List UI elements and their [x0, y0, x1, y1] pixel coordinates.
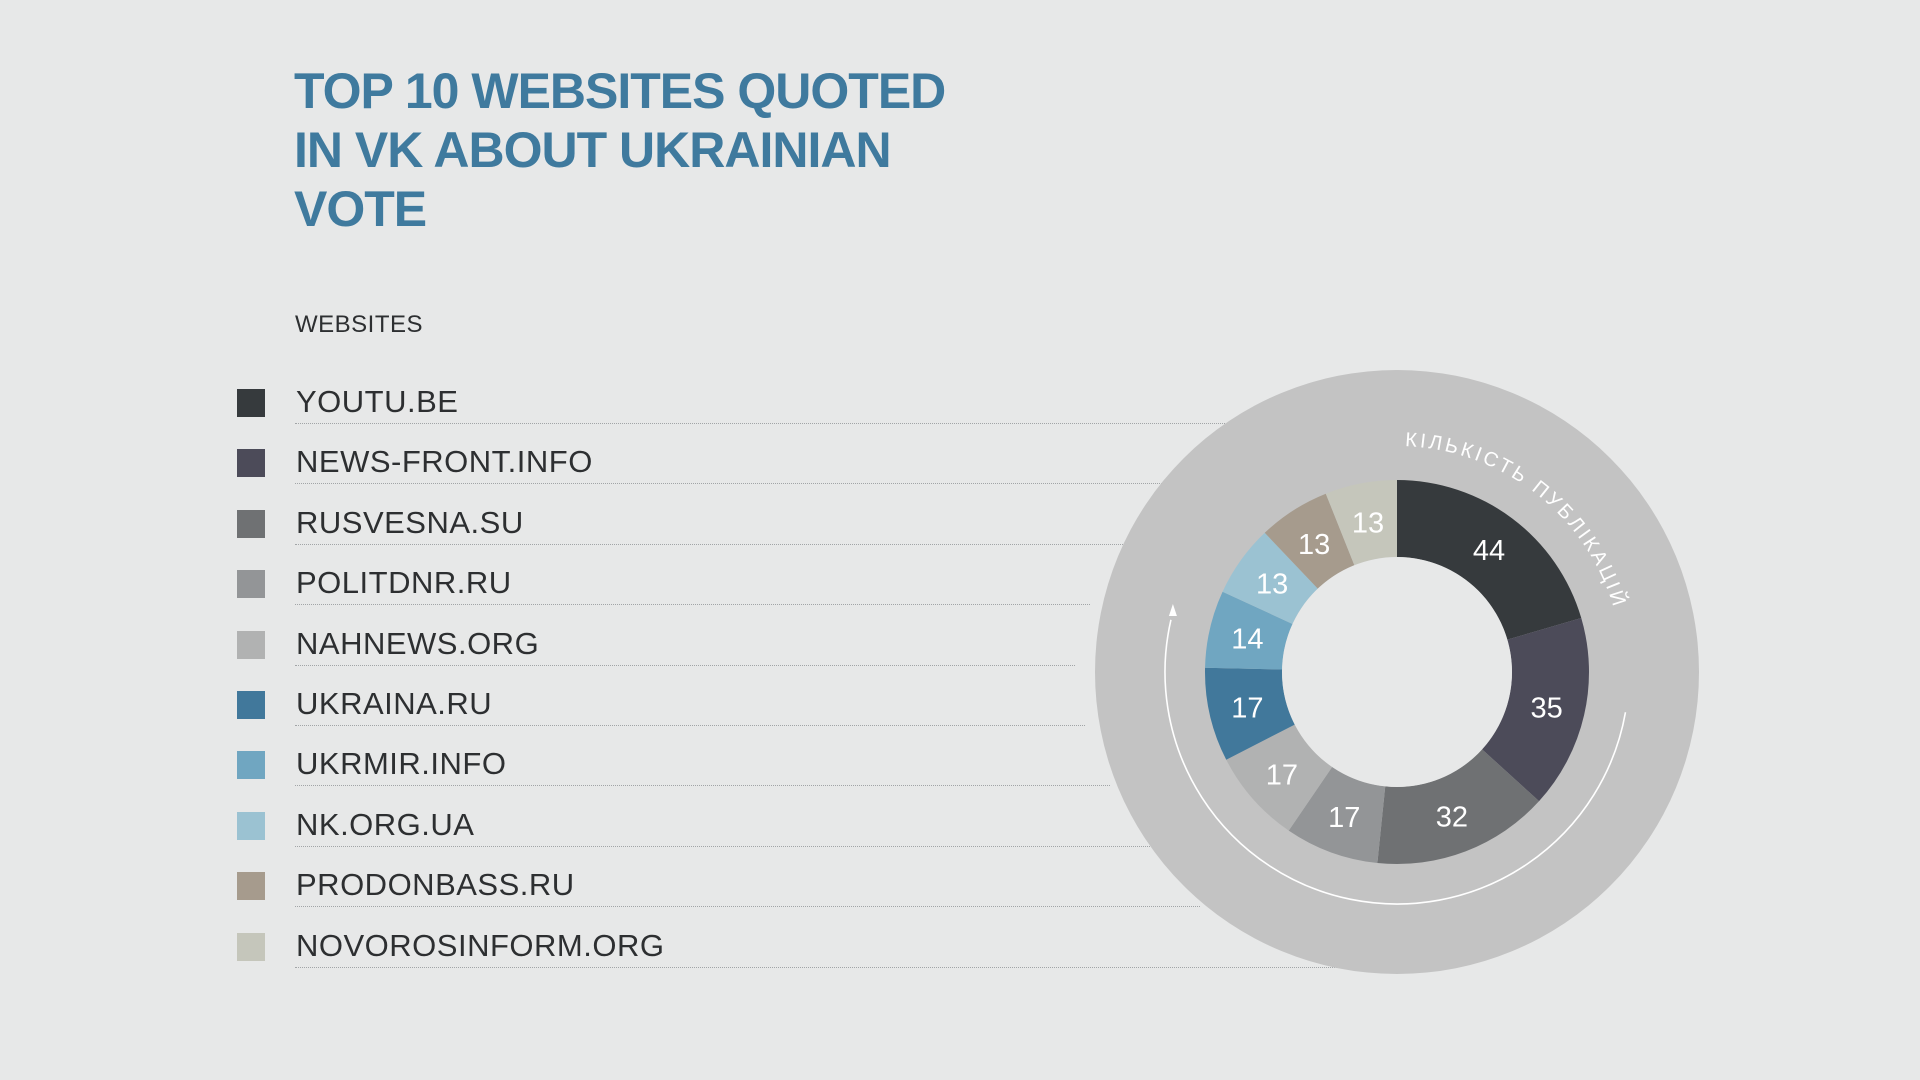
- slice-3: [1377, 749, 1540, 865]
- legend-label-2: NEWS-FRONT.INFO: [296, 444, 593, 480]
- legend-rule-4: [295, 604, 1090, 606]
- legend-header: WEBSITES: [295, 311, 424, 338]
- direction-arrow-head: [1168, 603, 1177, 616]
- legend-label-7: UKRMIR.INFO: [296, 746, 507, 782]
- legend-rule-1: [295, 423, 1225, 424]
- legend-label-6: UKRAINA.RU: [296, 686, 493, 721]
- legend-swatch-10: [237, 932, 265, 961]
- slice-10: [1325, 480, 1397, 566]
- legend-swatch-7: [237, 751, 265, 780]
- legend-rule-2: [295, 483, 1170, 485]
- legend-label-10: NOVOROSINFORM.ORG: [296, 927, 665, 963]
- slice-label-10: 13: [1352, 507, 1384, 539]
- slice-9: [1264, 493, 1355, 589]
- legend-label-8: NK.ORG.UA: [296, 806, 475, 842]
- slice-label-4: 17: [1328, 802, 1360, 834]
- legend-label-3: RUSVESNA.SU: [296, 504, 524, 540]
- slice-8: [1222, 532, 1318, 624]
- slice-5: [1226, 724, 1333, 831]
- slice-6: [1205, 667, 1295, 760]
- slice-1: [1397, 480, 1582, 640]
- chart-title: TOP 10 WEBSITES QUOTED IN VK ABOUT UKRAI…: [294, 62, 994, 239]
- legend-swatch-1: [237, 389, 265, 417]
- legend-swatch-4: [237, 570, 265, 599]
- title-line-3: VOTE: [294, 181, 427, 237]
- legend-swatch-3: [237, 509, 265, 538]
- slice-7: [1205, 591, 1293, 670]
- slice-label-3: 32: [1436, 801, 1468, 833]
- donut-hole: [1282, 557, 1512, 787]
- legend-swatch-6: [237, 691, 265, 719]
- slice-label-7: 14: [1231, 624, 1263, 656]
- slice-label-1: 44: [1473, 535, 1505, 567]
- legend-rule-5: [295, 664, 1075, 666]
- slice-label-8: 13: [1256, 569, 1288, 601]
- legend-rule-3: [295, 543, 1125, 545]
- title-line-1: TOP 10 WEBSITES QUOTED: [294, 63, 946, 119]
- legend-rule-10: [295, 966, 1355, 968]
- legend-swatch-8: [237, 811, 265, 840]
- legend-swatch-9: [237, 872, 265, 901]
- slice-label-6: 17: [1231, 692, 1263, 724]
- slice-4: [1288, 766, 1386, 863]
- slice-label-9: 13: [1298, 529, 1330, 561]
- slice-2: [1482, 618, 1590, 802]
- legend-rule-7: [295, 785, 1110, 787]
- legend-label-9: PRODONBASS.RU: [296, 867, 575, 903]
- legend-swatch-2: [237, 449, 265, 478]
- legend-label-1: YOUTU.BE: [296, 384, 459, 419]
- legend-label-4: POLITDNR.RU: [296, 565, 512, 601]
- slice-label-5: 17: [1266, 760, 1298, 792]
- legend-swatch-5: [237, 630, 265, 659]
- legend-rule-6: [295, 725, 1085, 726]
- legend-rule-8: [295, 845, 1150, 847]
- legend-label-5: NAHNEWS.ORG: [296, 625, 540, 661]
- title-line-2: IN VK ABOUT UKRAINIAN: [294, 122, 892, 178]
- direction-arrow-arc: [1164, 619, 1627, 905]
- slice-label-2: 35: [1530, 692, 1562, 724]
- legend-rule-9: [295, 906, 1200, 908]
